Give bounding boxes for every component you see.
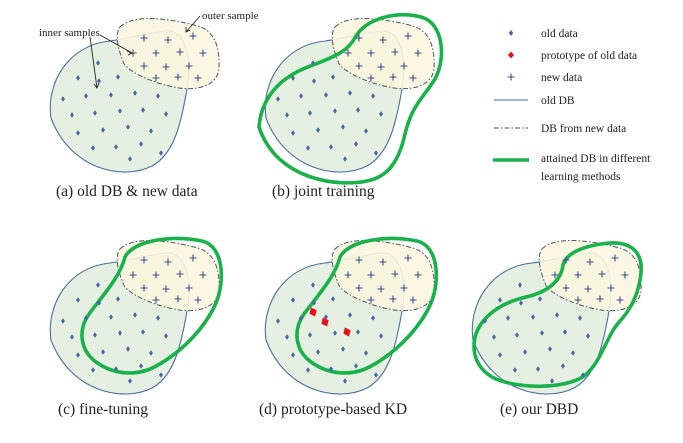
caption-c: (c) fine-tuning (58, 401, 148, 418)
legend-new-data-icon (507, 73, 515, 81)
legend-attained-db-1: attained DB in different (541, 153, 651, 165)
caption-a: (a) old DB & new data (56, 183, 198, 200)
legend-prototype: prototype of old data (541, 50, 637, 62)
caption-d: (d) prototype-based KD (259, 401, 407, 418)
outer-arrowhead (185, 27, 191, 33)
caption-b: (b) joint training (272, 183, 375, 200)
legend-new-db: DB from new data (541, 123, 626, 135)
caption-e: (e) our DBD (500, 401, 578, 418)
legend-prototype-icon (508, 51, 514, 59)
prototype-marker (343, 327, 351, 337)
legend-old-data: old data (541, 28, 578, 40)
panel-a (49, 15, 220, 173)
panel-e (471, 240, 644, 395)
panel-d (264, 236, 439, 395)
legend-attained-db-2: learning methods (541, 171, 621, 183)
panel-c (49, 236, 224, 395)
legend: old data prototype of old data new data … (493, 28, 651, 183)
outer-sample-label: outer sample (202, 10, 259, 22)
legend-old-db: old DB (541, 95, 575, 107)
inner-arrow-2 (89, 36, 98, 89)
legend-new-data: new data (541, 72, 582, 84)
inner-arrow-1 (99, 34, 133, 54)
inner-arrowhead-2 (93, 82, 100, 89)
panel-b (257, 12, 444, 185)
prototype-marker (321, 317, 329, 327)
inner-arrowhead-1 (126, 50, 134, 56)
outer-arrow (185, 15, 201, 33)
legend-old-data-icon (508, 30, 514, 36)
prototype-marker (309, 307, 317, 317)
inner-samples-label: inner samples (39, 27, 100, 39)
